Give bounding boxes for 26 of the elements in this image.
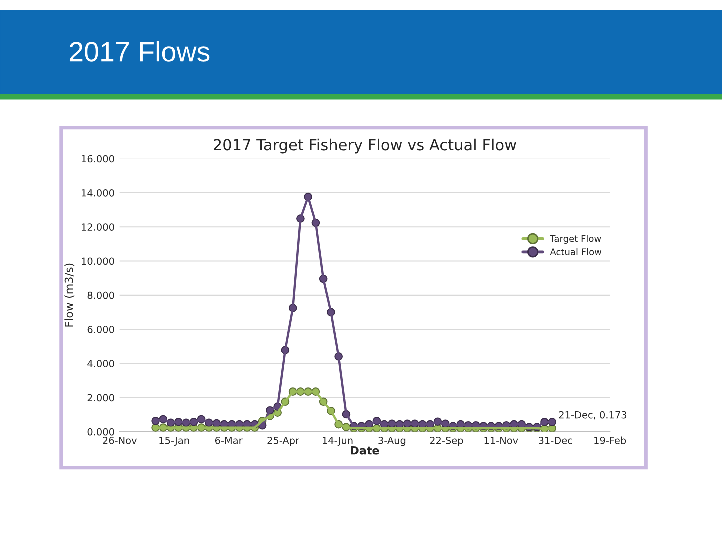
y-tick-label: 14.000 bbox=[82, 189, 114, 197]
x-tick-label: 19-Feb bbox=[594, 436, 626, 444]
x-tick-label: 11-Nov bbox=[484, 437, 518, 444]
y-tick-label: 6.000 bbox=[88, 326, 114, 334]
x-tick-label: 26-Nov bbox=[103, 436, 137, 444]
x-tick-label: 22-Sep bbox=[430, 436, 464, 446]
x-tick-label: 25-Apr bbox=[268, 436, 300, 446]
legend-label: Actual Flow bbox=[550, 248, 602, 256]
x-tick-label: 3-Aug bbox=[378, 436, 406, 446]
y-tick-label: 2.000 bbox=[88, 394, 114, 402]
y-tick-label: 4.000 bbox=[88, 360, 114, 368]
y-axis-title: Flow (m3/s) bbox=[64, 264, 75, 327]
chart-subtitle: 2017 Target Fishery Flow vs Actual Flow bbox=[214, 138, 516, 154]
y-tick-label: 16.000 bbox=[82, 155, 114, 163]
annotation: 21-Dec, 0.173 bbox=[559, 411, 627, 420]
x-tick-label: 14-Jun bbox=[322, 437, 353, 446]
x-axis-title: Date bbox=[351, 446, 380, 455]
y-tick-label: 0.000 bbox=[88, 428, 114, 436]
x-tick-label: 15-Jan bbox=[160, 437, 190, 446]
y-tick-label: 8.000 bbox=[88, 292, 114, 300]
chart-title: 2017 Flows bbox=[70, 41, 210, 62]
x-tick-label: 6-Mar bbox=[215, 436, 243, 444]
y-tick-label: 12.000 bbox=[82, 224, 114, 231]
legend-label: Target Flow bbox=[550, 235, 602, 244]
x-tick-label: 31-Dec bbox=[539, 436, 572, 444]
y-tick-label: 10.000 bbox=[82, 258, 114, 266]
